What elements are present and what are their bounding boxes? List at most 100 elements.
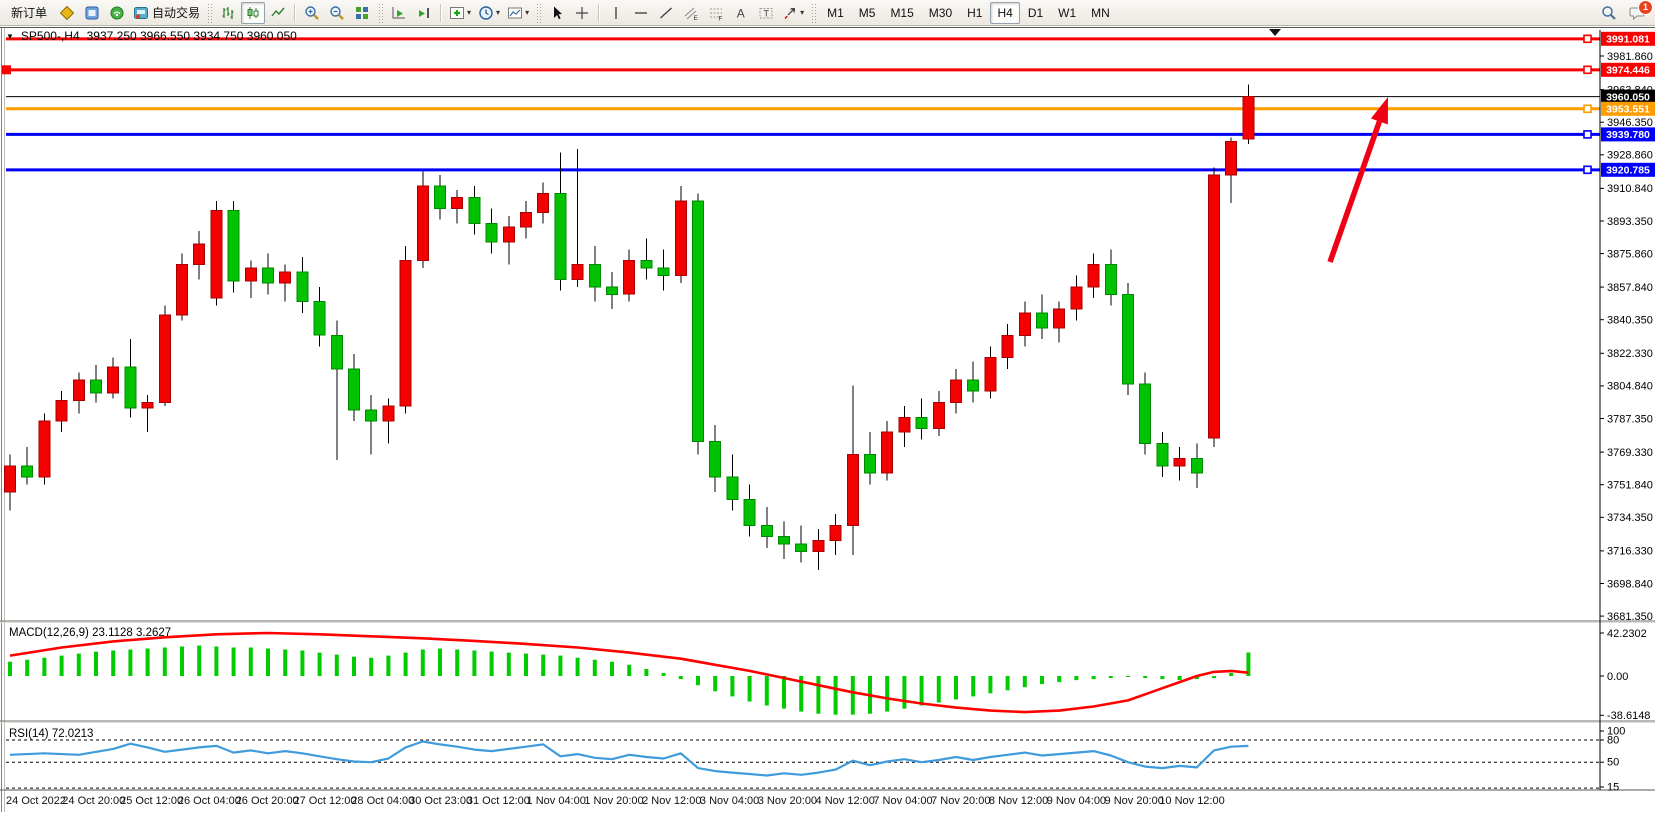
level-handle[interactable] [2, 65, 11, 75]
magnifier-minus-icon [330, 5, 344, 20]
svg-text:1 Nov 20:00: 1 Nov 20:00 [584, 795, 643, 807]
svg-text:30 Oct 23:00: 30 Oct 23:00 [409, 795, 472, 807]
candles-icon [247, 6, 259, 19]
text-label-icon: T [759, 7, 773, 18]
green-signal-icon [110, 6, 124, 19]
svg-text:3716.330: 3716.330 [1607, 546, 1653, 558]
svg-text:3751.840: 3751.840 [1607, 480, 1653, 492]
bar-chart-button[interactable] [216, 2, 240, 24]
chevron-down-icon: ▾ [467, 8, 472, 17]
svg-text:3974.446: 3974.446 [1606, 65, 1650, 77]
level-handle[interactable] [1583, 130, 1592, 139]
one-click-trading-toggle[interactable]: ▼ [6, 31, 14, 41]
tf-mn[interactable]: MN [1091, 5, 1110, 20]
svg-text:50: 50 [1607, 757, 1619, 769]
trend-arrow-annotation[interactable] [1327, 97, 1388, 263]
toolbar-grip [207, 2, 213, 23]
svg-text:7 Nov 04:00: 7 Nov 04:00 [873, 795, 932, 807]
add-indicator-icon [450, 6, 465, 19]
navigator-button[interactable] [80, 2, 104, 24]
tf-w1[interactable]: W1 [1058, 5, 1077, 20]
svg-text:3698.840: 3698.840 [1607, 578, 1653, 590]
notification-count-badge: 1 [1638, 0, 1653, 15]
cursor-button[interactable] [545, 2, 569, 24]
tf-m15[interactable]: M15 [890, 5, 914, 20]
tf-h1[interactable]: H1 [967, 5, 983, 20]
level-handle[interactable] [1583, 65, 1592, 75]
svg-text:0.00: 0.00 [1607, 671, 1628, 683]
svg-text:24 Oct 2022: 24 Oct 2022 [6, 795, 66, 807]
macd-panel [8, 631, 1251, 715]
svg-text:3960.050: 3960.050 [1606, 91, 1650, 103]
signals-button[interactable] [105, 2, 129, 24]
notifications-button[interactable]: 1 [1625, 0, 1653, 24]
channel-button[interactable]: E [679, 2, 703, 24]
svg-text:25 Oct 12:00: 25 Oct 12:00 [120, 795, 183, 807]
candlestick-button[interactable] [241, 1, 266, 24]
text-label-button[interactable]: T [754, 2, 778, 24]
trendline-button[interactable] [654, 2, 678, 24]
chevron-down-icon: ▾ [525, 8, 530, 17]
toolbar-separator [294, 3, 297, 22]
svg-text:2 Nov 12:00: 2 Nov 12:00 [642, 795, 701, 807]
crosshair-button[interactable] [570, 2, 594, 24]
zoom-in-button[interactable] [300, 2, 324, 24]
price-level-lines[interactable] [6, 37, 1600, 172]
svg-text:9 Nov 20:00: 9 Nov 20:00 [1105, 795, 1164, 807]
arrows-button[interactable]: ▾ [779, 2, 807, 24]
search-button[interactable] [1597, 2, 1621, 24]
chart-window[interactable]: 3981.8603963.8403946.3503928.8603910.840… [0, 26, 1655, 823]
level-handle[interactable] [1583, 34, 1592, 44]
fibonacci-button[interactable]: F [704, 2, 728, 24]
svg-text:10 Nov 12:00: 10 Nov 12:00 [1159, 795, 1224, 807]
svg-text:9 Nov 04:00: 9 Nov 04:00 [1047, 795, 1106, 807]
magnifier-plus-icon [305, 5, 319, 20]
toolbar-separator [440, 3, 443, 22]
svg-text:3734.350: 3734.350 [1607, 512, 1653, 524]
new-order-button[interactable]: 新订单 [11, 6, 48, 20]
blue-window-icon [85, 6, 99, 19]
chart-title: ▼ SP500-,H4 3937.250 3966.550 3934.750 3… [6, 29, 297, 43]
chart-ohlc-values: 3937.250 3966.550 3934.750 3960.050 [86, 29, 297, 43]
chart-shift-icon [419, 7, 430, 18]
tf-m5[interactable]: M5 [858, 5, 876, 20]
periods-button[interactable]: ▾ [475, 2, 503, 24]
vertical-line-button[interactable] [604, 2, 628, 24]
toolbar-grip [811, 2, 817, 23]
svg-text:3840.350: 3840.350 [1607, 315, 1653, 327]
tf-m1[interactable]: M1 [827, 5, 844, 20]
svg-text:1 Nov 04:00: 1 Nov 04:00 [527, 795, 586, 807]
autotrading-button[interactable]: 自动交易 [130, 2, 203, 24]
candles-layer [4, 84, 1255, 571]
panel-separators[interactable] [0, 620, 1655, 791]
level-handle[interactable] [1583, 165, 1592, 175]
svg-text:3804.840: 3804.840 [1607, 381, 1653, 393]
auto-scroll-button[interactable] [387, 2, 411, 24]
line-chart-button[interactable] [266, 2, 290, 24]
text-button[interactable]: A [729, 2, 753, 24]
svg-text:4 Nov 12:00: 4 Nov 12:00 [816, 795, 875, 807]
svg-text:28 Oct 04:00: 28 Oct 04:00 [351, 795, 414, 807]
chart-shift-button[interactable] [412, 2, 436, 24]
toolbar-grip [378, 2, 384, 23]
chart-symbol-period: SP500-,H4 [20, 29, 80, 43]
horizontal-line-button[interactable] [629, 2, 653, 24]
svg-text:T: T [764, 8, 770, 18]
indicators-button[interactable]: ▾ [446, 2, 474, 24]
chart-canvas[interactable]: 3981.8603963.8403946.3503928.8603910.840… [0, 26, 1655, 823]
tf-m30[interactable]: M30 [928, 5, 953, 20]
zoom-out-button[interactable] [325, 2, 349, 24]
svg-text:A: A [737, 6, 745, 20]
macd-axis-ticks: 42.2302 0.00 -38.6148 [1600, 628, 1650, 722]
tf-h4[interactable]: H4 [990, 1, 1020, 24]
templates-button[interactable]: ▾ [504, 2, 532, 24]
chart-shift-marker[interactable] [1269, 29, 1281, 36]
market-watch-button[interactable] [55, 2, 79, 24]
toolbar-separator [598, 3, 601, 22]
rsi-line [9, 740, 1249, 777]
tile-windows-button[interactable] [350, 2, 374, 24]
tf-d1[interactable]: D1 [1027, 5, 1044, 20]
level-handle[interactable] [1583, 104, 1592, 114]
